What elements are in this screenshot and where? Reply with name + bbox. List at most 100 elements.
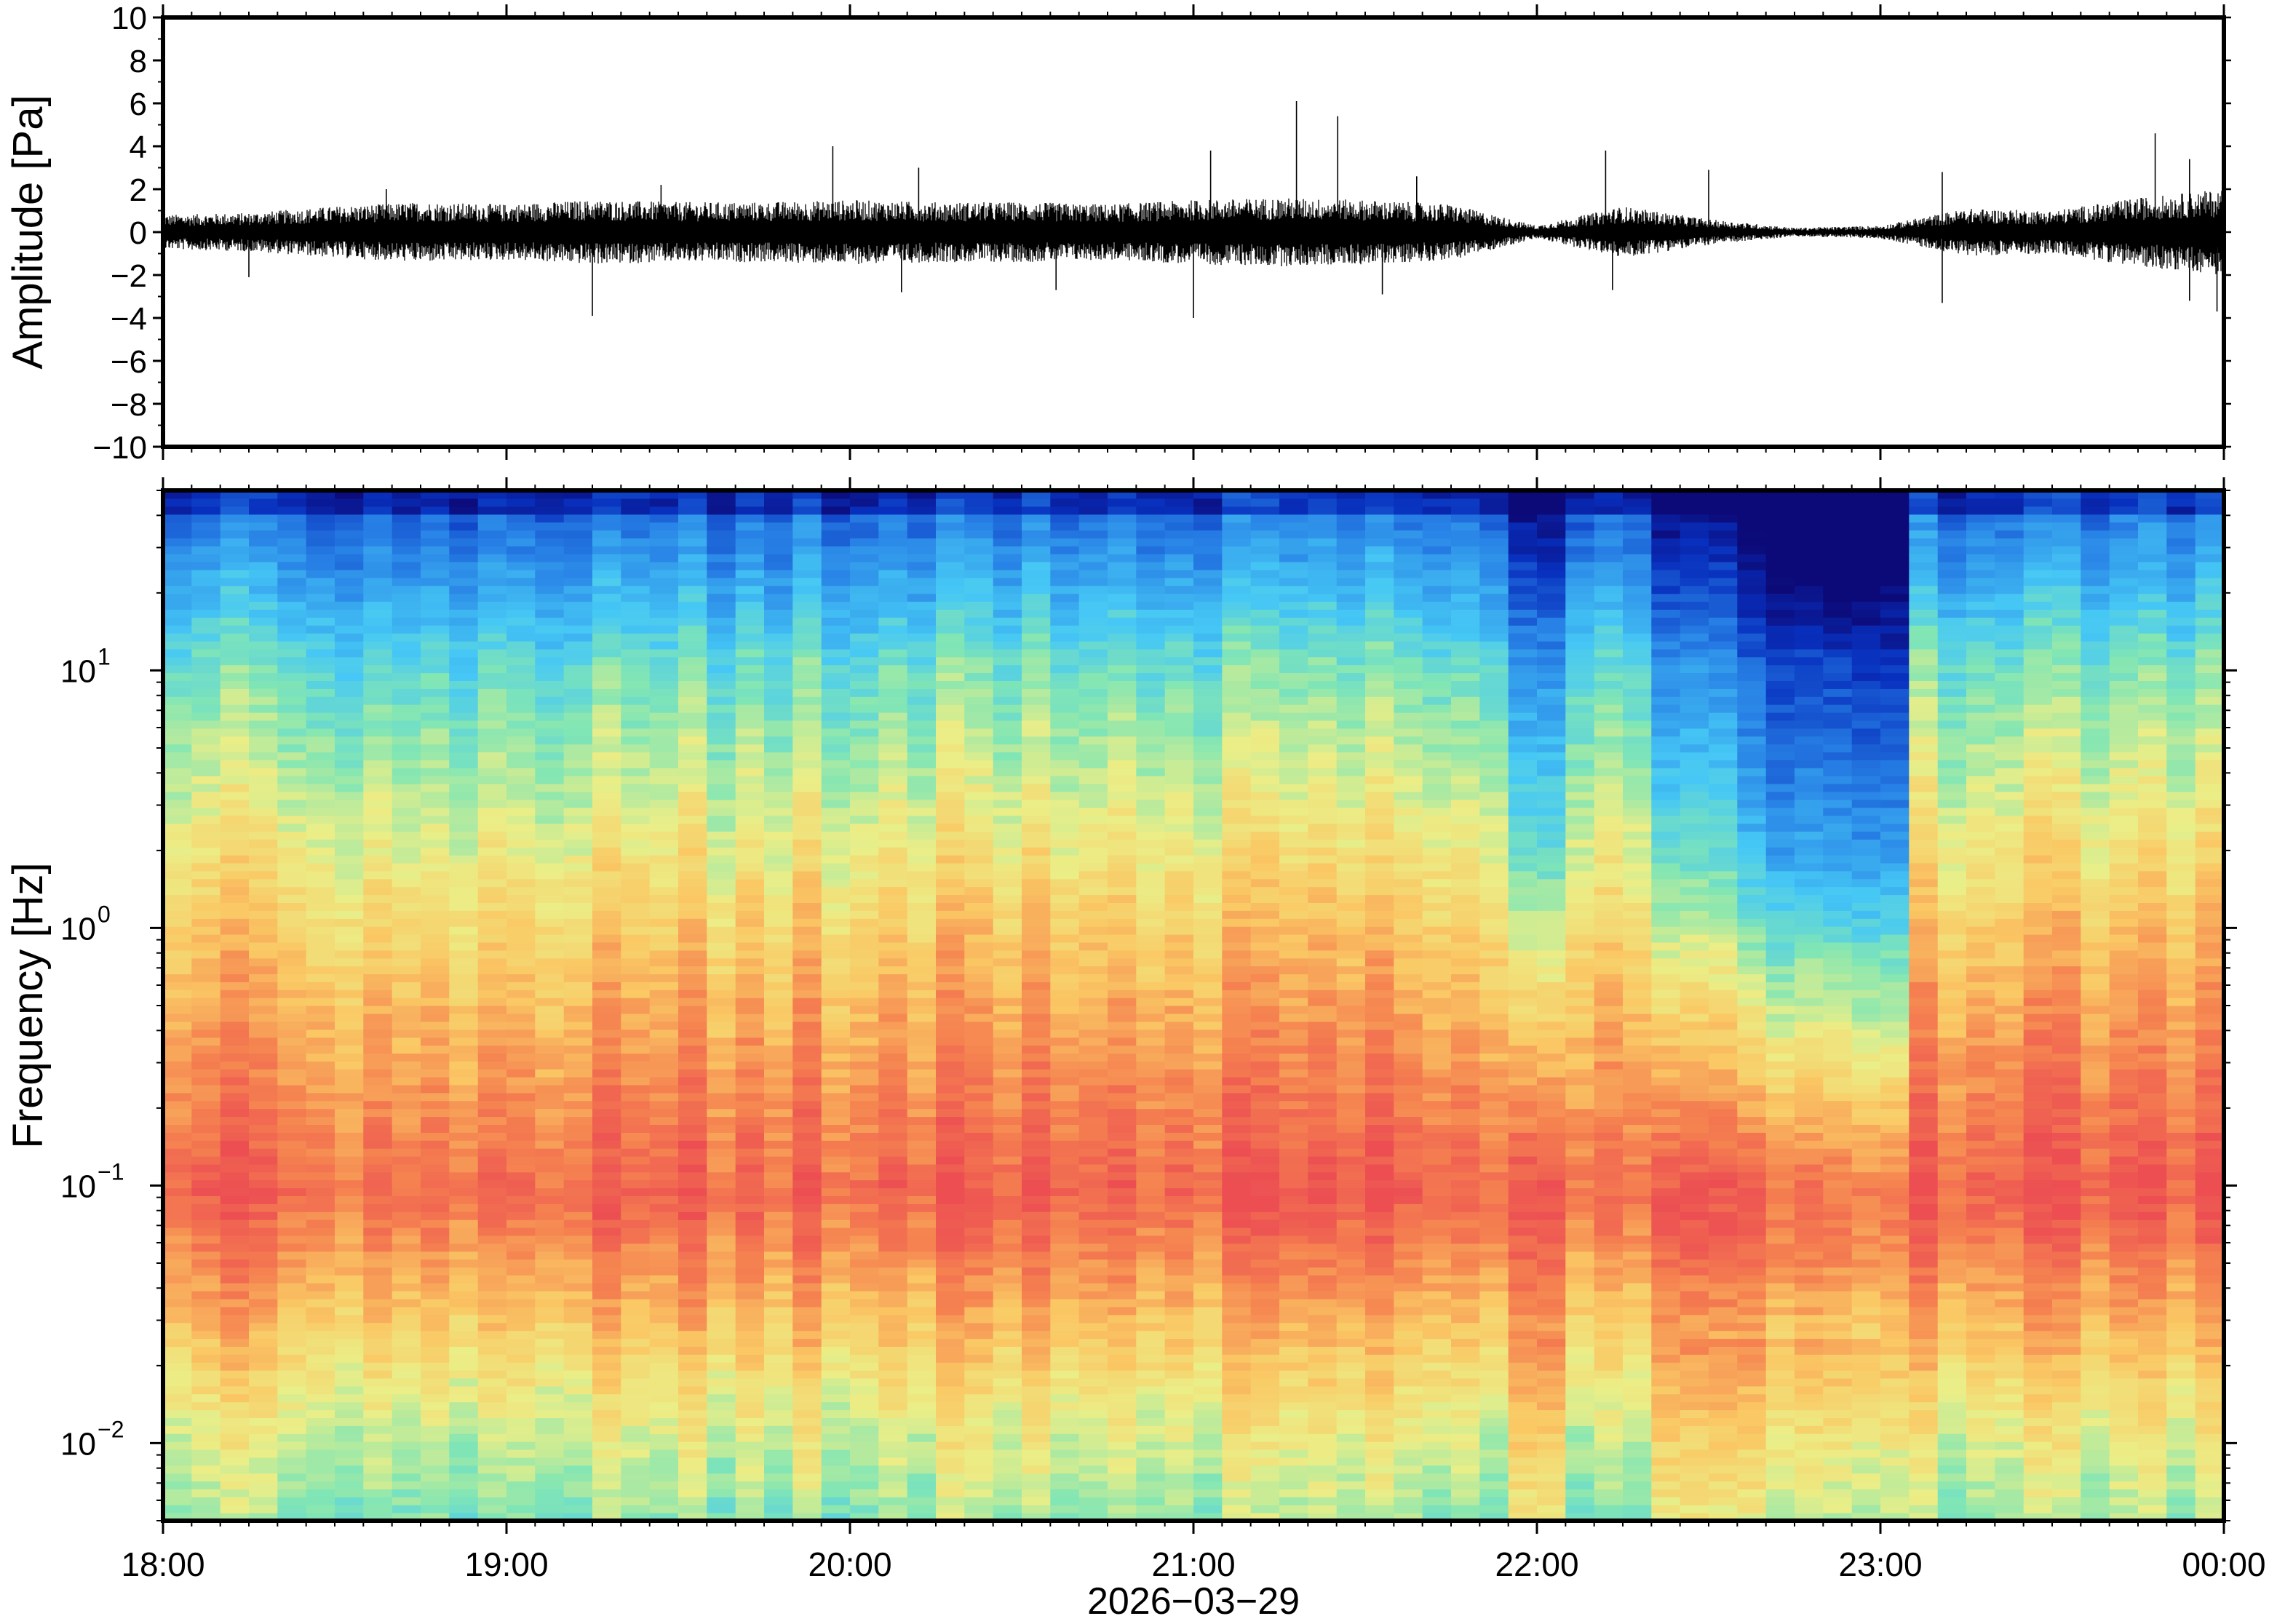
spectrogram-cell <box>850 1187 879 1196</box>
spectrogram-cell <box>421 1251 450 1260</box>
spectrogram-cell <box>792 958 822 967</box>
spectrogram-cell <box>1078 831 1108 840</box>
spectrogram-cell <box>535 1006 565 1014</box>
spectrogram-cell <box>964 601 994 610</box>
spectrogram-cell <box>964 546 994 554</box>
spectrogram-cell <box>1050 1187 1080 1196</box>
spectrogram-cell <box>821 1077 851 1086</box>
spectrogram-cell <box>506 1441 536 1450</box>
spectrogram-cell <box>363 1243 393 1252</box>
spectrogram-cell <box>421 1346 450 1355</box>
spectrogram-cell <box>621 1251 651 1260</box>
spectrogram-cell <box>964 490 994 499</box>
spectrogram-cell <box>964 1163 994 1173</box>
spectrogram-cell <box>707 1077 736 1086</box>
spectrogram-cell <box>277 1171 307 1181</box>
spectrogram-cell <box>1136 886 1166 896</box>
spectrogram-cell <box>506 538 536 546</box>
spectrogram-cell <box>850 1235 879 1244</box>
spectrogram-cell <box>306 1100 335 1110</box>
spectrogram-cell <box>220 1084 250 1094</box>
spectrogram-cell <box>907 1465 937 1474</box>
spectrogram-cell <box>506 1235 536 1244</box>
spectrogram-cell <box>363 1251 393 1260</box>
spectrogram-cell <box>191 1187 221 1196</box>
spectrogram-cell <box>821 926 851 935</box>
spectrogram-cell <box>1078 1124 1108 1133</box>
spectrogram-cell <box>220 577 250 586</box>
spectrogram-cell <box>878 990 908 998</box>
spectrogram-cell <box>249 815 278 824</box>
spectrogram-cell <box>1164 870 1194 880</box>
spectrogram-cell <box>707 1124 736 1133</box>
spectrogram-cell <box>993 1465 1022 1474</box>
spectrogram-cell <box>764 839 793 848</box>
spectrogram-cell <box>477 1219 507 1228</box>
spectrogram-cell <box>1164 696 1194 705</box>
spectrogram-cell <box>191 974 221 982</box>
spectrogram-cell <box>678 656 707 666</box>
spectrogram-cell <box>592 855 621 864</box>
spectrogram-cell <box>392 1156 421 1165</box>
spectrogram-cell <box>1078 878 1108 888</box>
spectrogram-cell <box>1022 1409 1051 1418</box>
spectrogram-cell <box>1108 1425 1137 1434</box>
spectrogram-cell <box>392 1053 421 1062</box>
spectrogram-cell <box>649 1449 679 1458</box>
spectrogram-cell <box>907 886 937 896</box>
spectrogram-cell <box>1108 934 1137 943</box>
spectrogram-cell <box>792 1299 822 1307</box>
spectrogram-cell <box>735 569 765 578</box>
spectrogram-cell <box>878 1409 908 1418</box>
spectrogram-cell <box>191 1021 221 1030</box>
spectrogram-cell <box>621 1037 651 1046</box>
spectrogram-cell <box>964 585 994 594</box>
spectrogram-cell <box>506 878 536 888</box>
spectrogram-cell <box>306 1393 335 1403</box>
spectrogram-cell <box>306 530 335 538</box>
spectrogram-cell <box>678 688 707 697</box>
spectrogram-cell <box>249 752 278 760</box>
spectrogram-cell <box>707 720 736 729</box>
spectrogram-cell <box>363 664 393 674</box>
spectrogram-cell <box>477 720 507 729</box>
spectrogram-cell <box>907 1061 937 1070</box>
spectrogram-cell <box>535 918 565 927</box>
spectrogram-cell <box>792 1513 822 1521</box>
spectrogram-cell <box>335 1401 364 1411</box>
spectrogram-cell <box>277 704 307 713</box>
spectrogram-cell <box>764 1417 793 1426</box>
spectrogram-cell <box>764 855 793 864</box>
spectrogram-cell <box>850 522 879 531</box>
spectrogram-cell <box>649 823 679 832</box>
spectrogram-cell <box>907 902 937 911</box>
spectrogram-cell <box>392 776 421 784</box>
spectrogram-cell <box>850 958 879 967</box>
spectrogram-cell <box>1164 910 1194 919</box>
spectrogram-cell <box>1136 1433 1166 1442</box>
spectrogram-cell <box>335 562 364 570</box>
spectrogram-cell <box>335 736 364 745</box>
spectrogram-cell <box>506 1330 536 1340</box>
spectrogram-cell <box>1050 910 1080 919</box>
spectrogram-cell <box>592 1330 621 1340</box>
spectrogram-cell <box>764 807 793 816</box>
spectrogram-cell <box>191 1489 221 1497</box>
spectrogram-cell <box>792 974 822 982</box>
spectrogram-cell <box>163 886 192 896</box>
spectrogram-cell <box>421 1314 450 1324</box>
spectrogram-cell <box>735 680 765 689</box>
spectrogram-cell <box>964 744 994 753</box>
spectrogram-cell <box>792 1061 822 1070</box>
spectrogram-cell <box>850 1457 879 1466</box>
spectrogram-cell <box>535 990 565 998</box>
spectrogram-cell <box>1164 1251 1194 1260</box>
spectrogram-cell <box>1164 1299 1194 1307</box>
spectrogram-cell <box>277 1299 307 1307</box>
spectrogram-cell <box>249 720 278 729</box>
spectrogram-cell <box>563 1108 593 1118</box>
spectrogram-cell <box>993 1235 1022 1244</box>
spectrogram-cell <box>707 1195 736 1204</box>
spectrogram-cell <box>277 966 307 974</box>
spectrogram-cell <box>1022 855 1051 864</box>
